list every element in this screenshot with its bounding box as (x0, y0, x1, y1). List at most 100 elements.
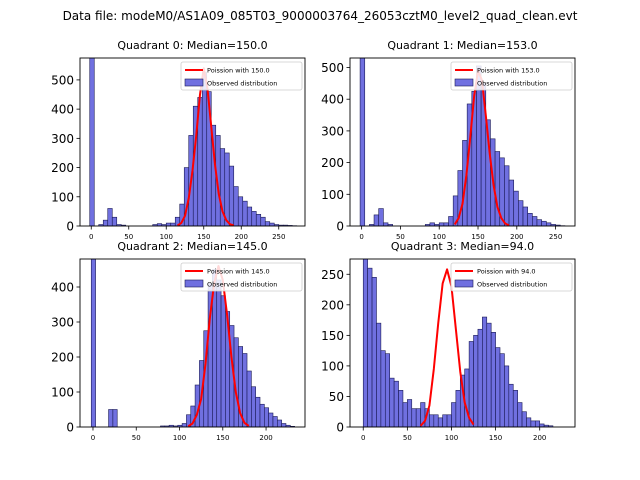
histogram-bar (259, 403, 265, 427)
x-tick-label: 250 (272, 233, 285, 241)
plot-area (362, 259, 554, 427)
y-tick-label: 400 (51, 281, 74, 295)
x-tick-label: 250 (549, 233, 562, 241)
x-tick-label: 0 (359, 233, 363, 241)
y-tick-label: 50 (329, 390, 344, 404)
legend-patch-label: Observed distribution (477, 281, 547, 289)
histogram-bar (473, 335, 479, 427)
x-tick-label: 50 (396, 233, 405, 241)
legend-line-label: Poission with 153.0 (477, 67, 540, 75)
histogram-bar (220, 295, 226, 427)
y-tick-label: 500 (51, 73, 74, 87)
legend-box (450, 262, 573, 292)
histogram-bar (242, 353, 248, 427)
legend-line-label: Poission with 145.0 (207, 268, 270, 276)
histogram-bar (438, 222, 445, 226)
histogram-bar (407, 399, 413, 427)
histogram-bar (522, 206, 528, 226)
subplot-quadrant-0: Quadrant 0: Median=150.0 0 50 100 150 200 250 0… (51, 39, 306, 241)
histogram-bar (246, 206, 253, 226)
histogram-bar (446, 414, 452, 427)
histogram-bar (111, 216, 118, 226)
histogram-bar (527, 213, 533, 226)
histogram-bar (468, 341, 474, 427)
x-tick-label: 0 (89, 233, 93, 241)
histogram-bar (433, 414, 439, 427)
axes-frame (79, 57, 306, 227)
histogram-bar (494, 151, 501, 226)
histogram-bar (107, 208, 113, 226)
subplot-title: Quadrant 3: Median=94.0 (391, 240, 534, 253)
histogram-bar (512, 390, 518, 427)
y-tick-label: 0 (66, 421, 74, 435)
histogram-bar (429, 222, 435, 226)
histogram-bar (255, 396, 261, 427)
x-tick-label: 50 (124, 233, 133, 241)
histogram-bar (534, 420, 540, 427)
x-tick-label: 200 (259, 434, 272, 442)
x-tick-label: 150 (489, 434, 502, 442)
legend: Poission with 145.0 Observed distribution (180, 262, 303, 292)
y-tick-label: 300 (321, 124, 344, 138)
histogram-bar (108, 409, 114, 427)
histogram-bar (539, 423, 545, 427)
histogram-bar (508, 383, 514, 427)
y-tick-label: 0 (336, 421, 344, 435)
legend-box (180, 262, 303, 292)
plot-area (90, 259, 295, 427)
histogram-bar (536, 219, 542, 226)
histogram-bar (281, 423, 287, 427)
histogram-bar (398, 390, 404, 427)
histogram-bar (237, 196, 244, 226)
histogram-bar (429, 414, 435, 427)
histogram-bar (255, 214, 262, 226)
plot-area (89, 58, 298, 226)
histogram-bar (272, 416, 278, 427)
histogram-bar (504, 365, 510, 427)
histogram-bar (264, 407, 269, 427)
y-tick-label: 100 (321, 188, 344, 202)
y-tick-label: 0 (66, 220, 74, 234)
y-tick-label: 200 (321, 156, 344, 170)
histogram-bar (504, 165, 510, 226)
legend-patch-swatch (184, 279, 204, 288)
histogram-bar (437, 417, 443, 427)
legend: Poission with 153.0 Observed distribution (450, 61, 573, 91)
histogram-bar (402, 402, 408, 427)
histogram-bar (380, 350, 386, 427)
histogram-bar (442, 414, 448, 427)
histogram-bar (545, 222, 552, 226)
y-tick-label: 200 (51, 161, 74, 175)
legend: Poission with 150.0 Observed distribution (180, 61, 303, 91)
histogram-bar (102, 219, 109, 226)
histogram-bar (260, 216, 266, 226)
subplot-title: Quadrant 2: Median=145.0 (117, 240, 267, 253)
histogram-bar (541, 220, 547, 226)
histogram-bar (443, 222, 449, 226)
histogram-bar (455, 390, 461, 427)
legend-patch-swatch (454, 78, 474, 87)
histogram-bar (233, 186, 239, 226)
y-tick-label: 250 (321, 268, 344, 282)
histogram-bar (277, 419, 282, 427)
subplot-quadrant-1: Quadrant 1: Median=153.0 0 50 100 150 200 250 0… (321, 39, 576, 241)
histogram-bar (393, 380, 399, 427)
poisson-curve (419, 268, 475, 427)
histogram-bar (378, 208, 384, 226)
histogram-bar (246, 370, 252, 427)
histogram-bar (530, 420, 536, 427)
histogram-bar (532, 216, 538, 226)
subplots-grid: Quadrant 0: Median=150.0 0 50 100 150 200 250 0… (51, 39, 576, 442)
y-tick-label: 300 (51, 316, 74, 330)
histogram-bar (90, 259, 96, 427)
histogram-bar (389, 377, 395, 427)
y-tick-label: 300 (51, 132, 74, 146)
histogram-bar (526, 417, 532, 427)
axes-frame (349, 258, 576, 428)
x-tick-label: 150 (197, 233, 210, 241)
figure-suptitle: Data file: modeM0/AS1A09_085T03_90000037… (63, 9, 578, 23)
y-tick-label: 400 (51, 103, 74, 117)
legend-patch-swatch (184, 78, 204, 87)
y-tick-label: 400 (321, 93, 344, 107)
